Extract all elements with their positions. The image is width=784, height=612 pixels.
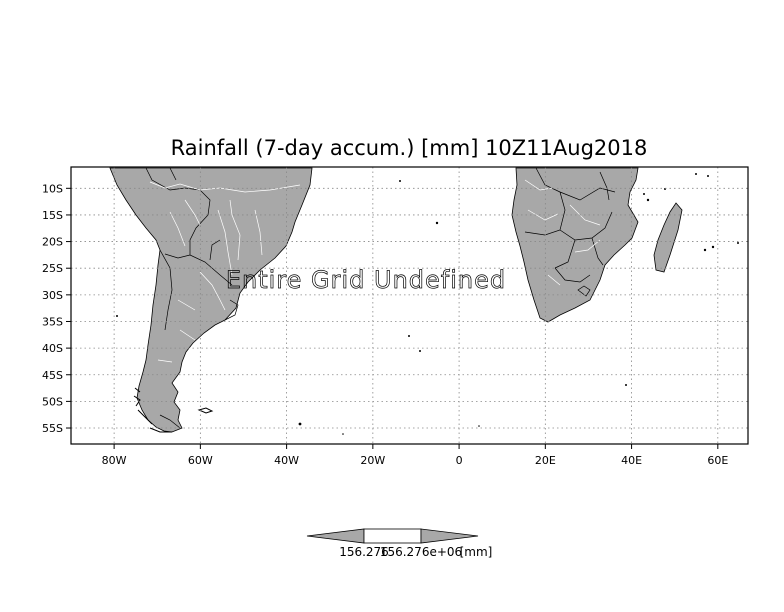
lat-tick-label: 30S bbox=[42, 289, 63, 302]
colorbar-right-arrow bbox=[420, 528, 479, 544]
colorbar-unit: [mm] bbox=[460, 545, 493, 559]
lat-tick-label: 40S bbox=[42, 342, 63, 355]
lon-tick-label: 20E bbox=[535, 454, 556, 467]
south-america-landmass bbox=[109, 167, 313, 433]
map-frame bbox=[70, 166, 749, 445]
colorbar-label-center: 156.276e+06 bbox=[380, 545, 462, 559]
lon-tick-label: 60W bbox=[188, 454, 213, 467]
colorbar-label-left: 156.276 bbox=[339, 545, 389, 559]
madagascar-island bbox=[653, 202, 683, 273]
axis-ticks bbox=[66, 187, 719, 449]
lon-tick-label: 40E bbox=[621, 454, 642, 467]
colorbar-left-arrow bbox=[306, 528, 365, 544]
longitude-labels: 80W 60W 40W 20W 0 20E 40E 60E bbox=[102, 454, 729, 467]
lon-tick-label: 60E bbox=[707, 454, 728, 467]
lon-tick-label: 80W bbox=[102, 454, 127, 467]
lat-tick-label: 55S bbox=[42, 422, 63, 435]
small-islands bbox=[116, 173, 739, 435]
lat-tick-label: 20S bbox=[42, 236, 63, 249]
lat-tick-label: 35S bbox=[42, 315, 63, 328]
lat-tick-label: 50S bbox=[42, 395, 63, 408]
lat-tick-label: 25S bbox=[42, 262, 63, 275]
latitude-labels: 10S 15S 20S 25S 30S 35S 40S 45S 50S 55S bbox=[42, 182, 63, 435]
lat-tick-label: 10S bbox=[42, 182, 63, 195]
lat-tick-label: 15S bbox=[42, 209, 63, 222]
undefined-grid-message: Entire Grid Undefined bbox=[226, 266, 506, 294]
lon-tick-label: 0 bbox=[456, 454, 463, 467]
africa-landmass bbox=[511, 167, 639, 323]
map-gridlines bbox=[71, 167, 748, 444]
map-panel: 80W 60W 40W 20W 0 20E 40E 60E 10S 15S 20S 25S 30S 35… bbox=[42, 166, 749, 467]
colorbar: 156.276 156.276e+06 [mm] bbox=[306, 528, 493, 559]
lon-tick-label: 20W bbox=[360, 454, 385, 467]
colorbar-segment bbox=[363, 528, 422, 544]
map-title: Rainfall (7-day accum.) [mm] 10Z11Aug201… bbox=[171, 136, 648, 160]
lat-tick-label: 45S bbox=[42, 369, 63, 382]
lon-tick-label: 40W bbox=[274, 454, 299, 467]
